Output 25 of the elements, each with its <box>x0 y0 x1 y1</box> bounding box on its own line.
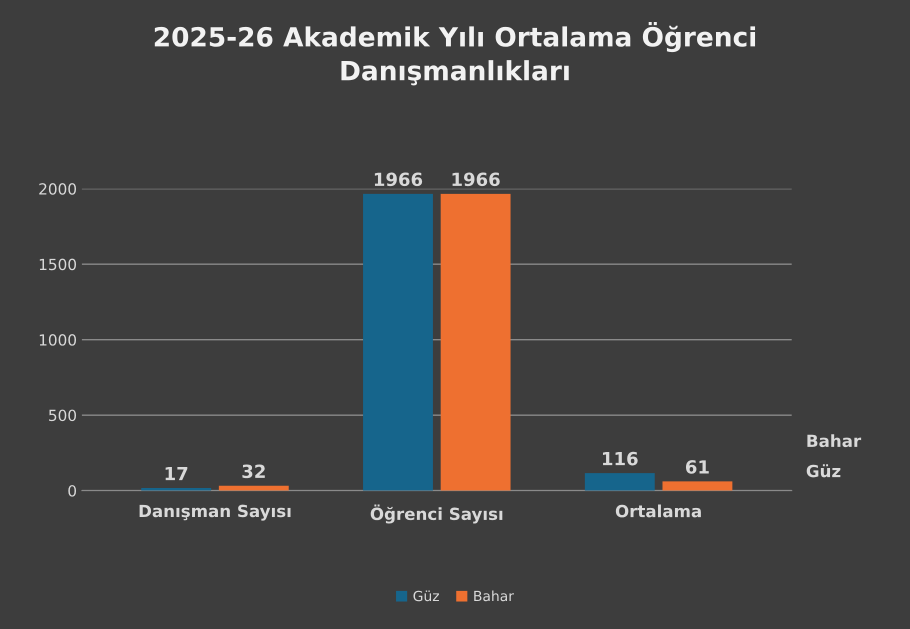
text: Güz <box>806 464 840 478</box>
x-tick-label: Öğrenci Sayısı <box>370 504 502 524</box>
bar <box>584 473 655 491</box>
legend-label: Güz <box>413 590 439 602</box>
y-tick-label: 500 <box>49 410 76 422</box>
bar <box>363 194 433 491</box>
legend-label: Bahar <box>474 590 514 602</box>
y-tick-label: 2000 <box>39 183 76 195</box>
bar <box>662 481 732 491</box>
data-label: 116 <box>602 452 638 466</box>
chart-title: 2025-26 Akademik Yılı Ortalama Öğrenci Danışmanlıkları <box>154 22 756 86</box>
bar <box>141 488 212 491</box>
y-tick-label: 1000 <box>40 334 76 346</box>
data-label: 61 <box>686 460 709 474</box>
y-tick-label: 0 <box>68 485 76 497</box>
x-tick-label: Danışman Sayısı <box>140 504 290 521</box>
data-label: 17 <box>166 466 188 480</box>
bar <box>440 194 511 491</box>
text: Bahar <box>807 434 862 448</box>
data-label: 32 <box>242 464 265 478</box>
x-tick-label: Ortalama <box>616 504 701 518</box>
data-label: 1966 <box>452 172 500 186</box>
y-tick-label: 1500 <box>40 258 76 270</box>
bar <box>218 486 289 491</box>
data-label: 1966 <box>374 172 422 186</box>
